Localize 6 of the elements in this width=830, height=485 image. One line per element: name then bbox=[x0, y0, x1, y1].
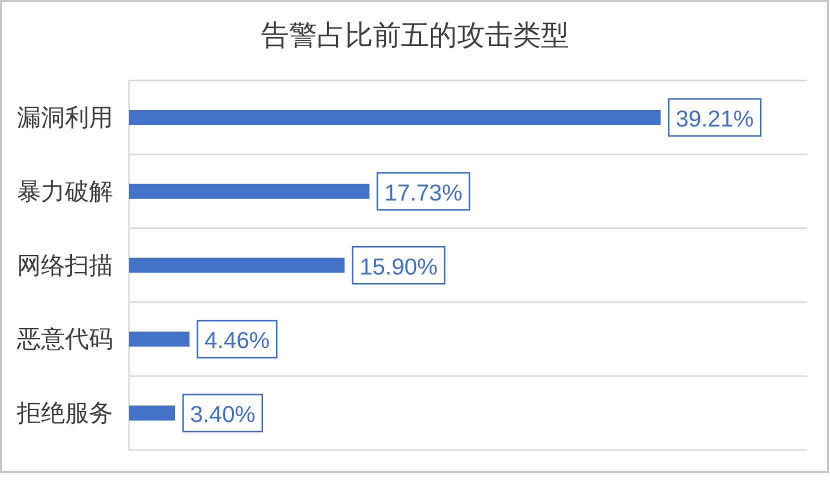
data-label: 15.90% bbox=[360, 253, 438, 280]
title: 告警占比前五的攻击类型 bbox=[261, 18, 569, 52]
data-label: 3.40% bbox=[190, 401, 256, 428]
data-label: 17.73% bbox=[384, 179, 462, 206]
data-label: 39.21% bbox=[676, 105, 754, 132]
data-label: 4.46% bbox=[204, 327, 270, 354]
